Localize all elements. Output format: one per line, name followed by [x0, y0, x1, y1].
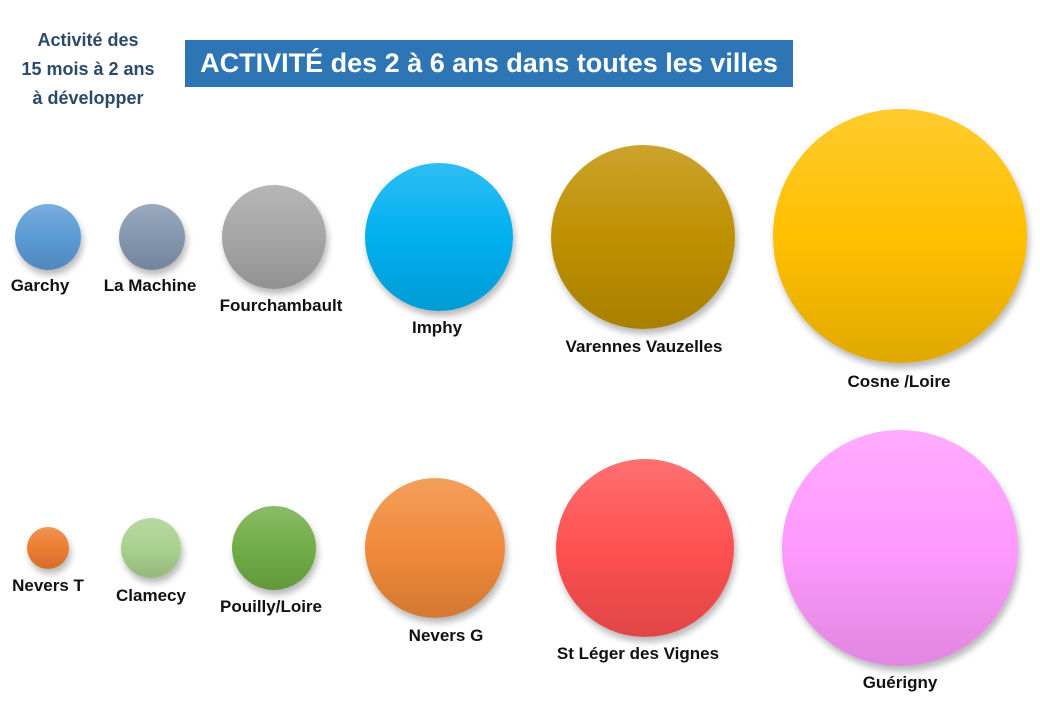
label-nevers-g: Nevers G [408, 626, 484, 645]
bubble-la-machine [119, 204, 185, 270]
bubble-nevers-t [27, 527, 69, 569]
bubble-fourchambault [222, 185, 326, 289]
label-garchy: Garchy [10, 276, 70, 295]
bubble-garchy [15, 204, 81, 270]
side-note: Activité des 15 mois à 2 ans à développe… [0, 26, 176, 113]
bubble-imphy [365, 163, 513, 311]
side-note-line-3: à développer [32, 88, 144, 108]
bubble-nevers-g [365, 478, 505, 618]
bubble-varennes-vauzelles [551, 145, 735, 329]
bubble-clamecy [121, 518, 181, 578]
side-note-line-1: Activité des [37, 30, 139, 50]
label-varennes-vauzelles: Varennes Vauzelles [565, 337, 723, 356]
label-guerigny: Guérigny [862, 673, 938, 692]
bubble-guerigny [782, 430, 1018, 666]
label-nevers-t: Nevers T [12, 576, 84, 595]
bubble-pouilly-loire [232, 506, 316, 590]
side-note-line-2: 15 mois à 2 ans [21, 59, 155, 79]
label-clamecy: Clamecy [116, 586, 186, 605]
label-fourchambault: Fourchambault [219, 296, 343, 315]
label-pouilly-loire: Pouilly/Loire [219, 597, 323, 616]
label-imphy: Imphy [411, 318, 463, 337]
label-la-machine: La Machine [103, 276, 197, 295]
page-title: ACTIVITÉ des 2 à 6 ans dans toutes les v… [185, 40, 793, 87]
bubble-st-leger-des-vignes [556, 459, 734, 637]
bubble-cosne-loire [773, 109, 1027, 363]
label-cosne-loire: Cosne /Loire [847, 372, 951, 391]
label-st-leger-des-vignes: St Léger des Vignes [556, 644, 720, 663]
